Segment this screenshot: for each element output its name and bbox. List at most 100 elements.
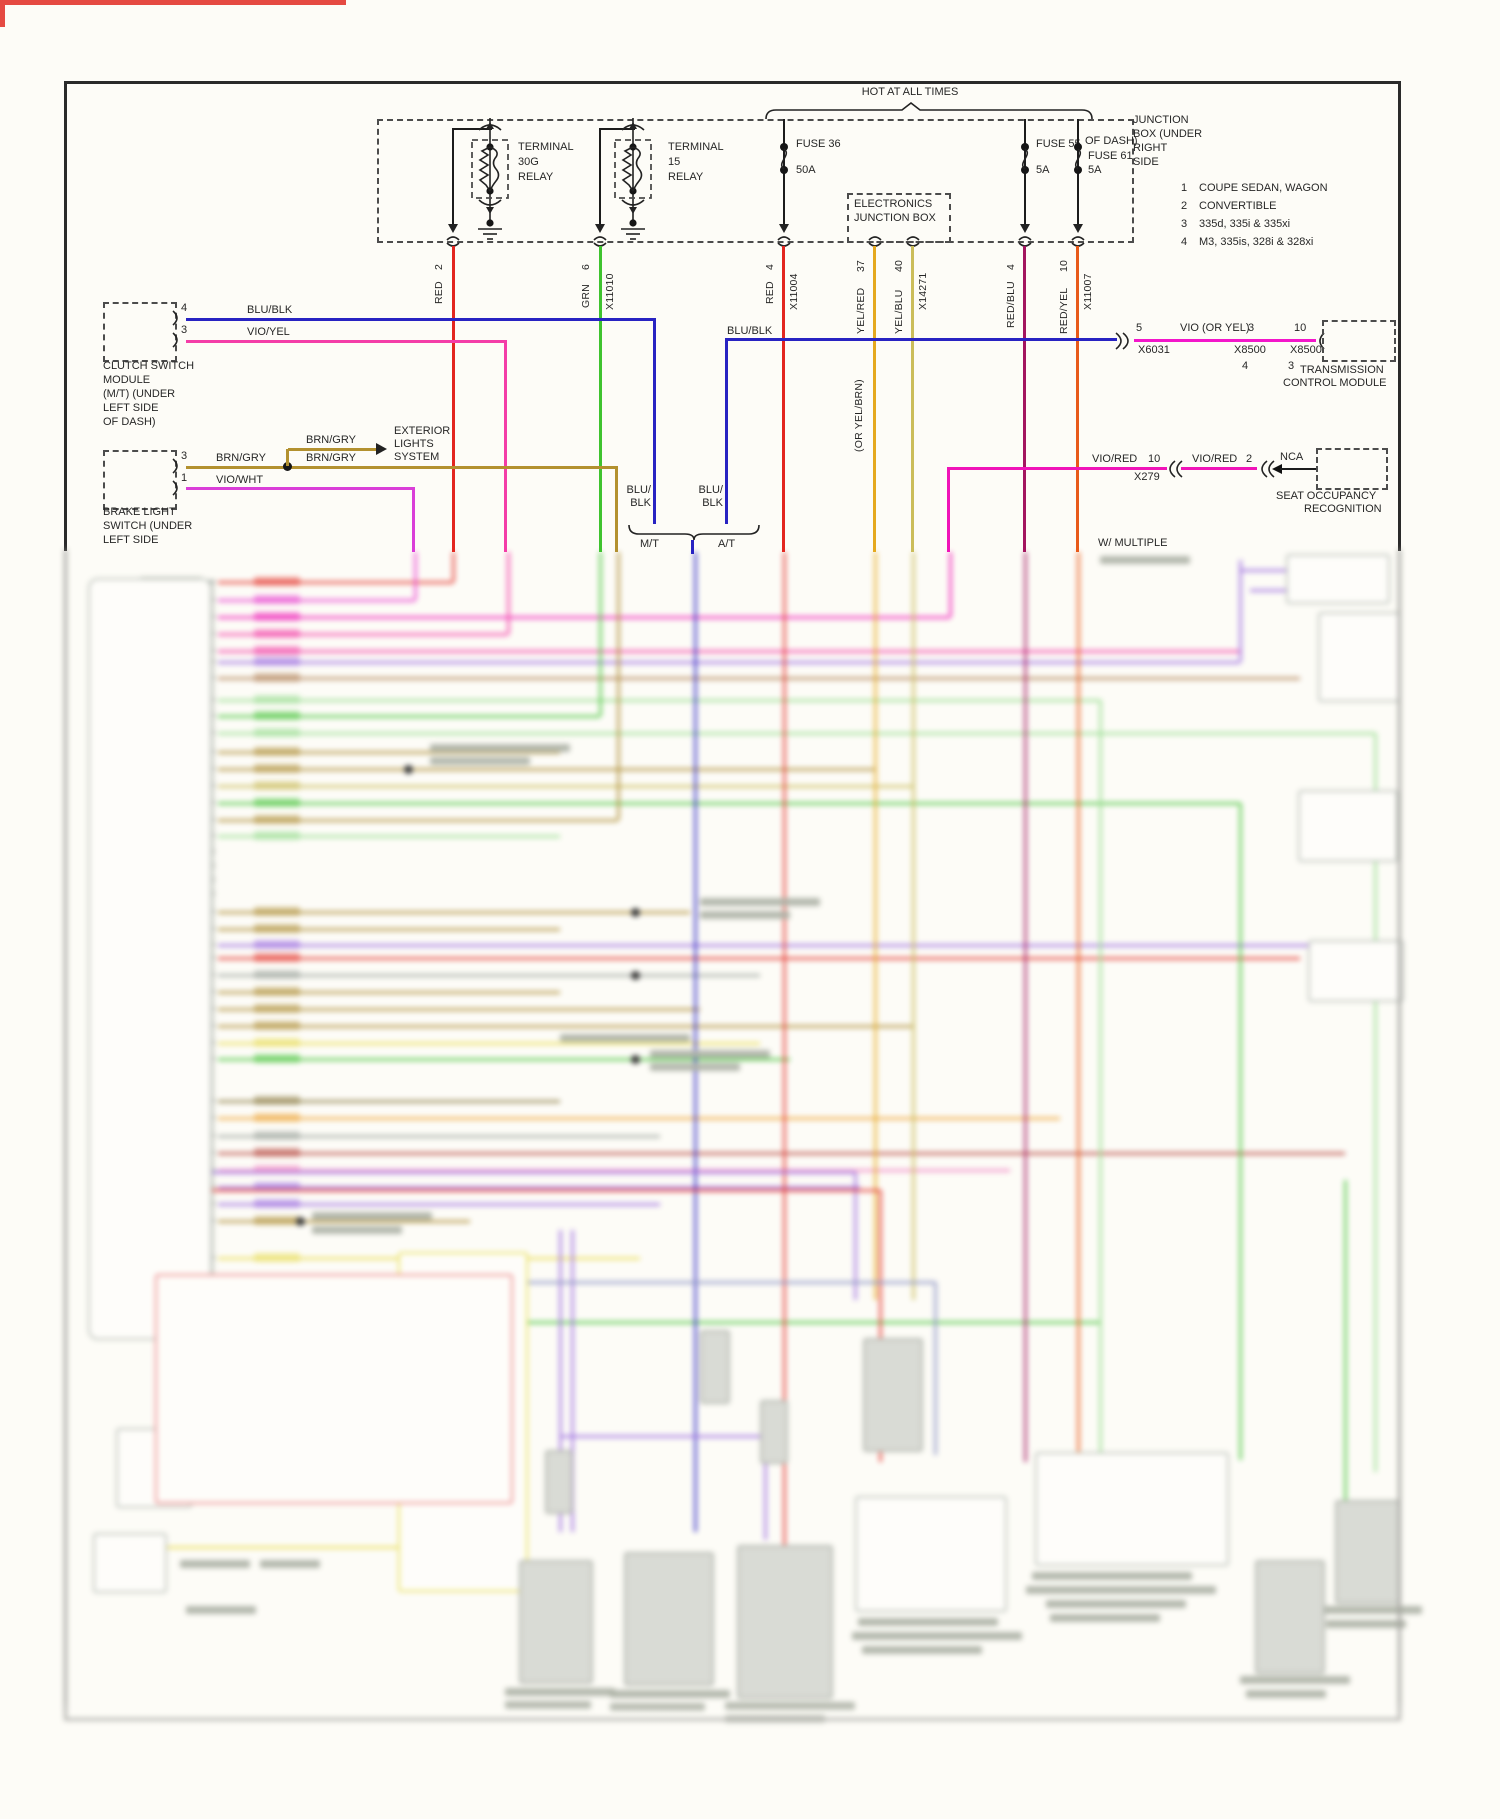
- blur-wire: [218, 1008, 700, 1011]
- wire-label: VIO/WHT: [216, 474, 264, 486]
- wire-fuse36: [783, 119, 785, 229]
- blur-connector-stack: [760, 1400, 788, 1464]
- blur-wire: [218, 1152, 1345, 1155]
- blur-wire: [1239, 803, 1242, 1460]
- blur-component-box: [1318, 612, 1400, 702]
- wire-blublk-merged: [691, 540, 694, 554]
- blur-wire: [218, 991, 560, 994]
- blur-wire-code: [254, 940, 300, 949]
- blur-wire: [912, 552, 915, 1300]
- blur-connector-stack: [519, 1560, 593, 1684]
- connector-double-arc-icon: [1261, 460, 1275, 478]
- legend-item-text: M3, 335is, 328i & 328xi: [1199, 236, 1314, 248]
- legend-item-text: 335d, 335i & 335xi: [1199, 218, 1291, 230]
- blur-text-blob: [1032, 1572, 1192, 1580]
- blur-text-blob: [650, 1050, 770, 1058]
- power-rail-label: HOT AT ALL TIMES: [861, 86, 959, 98]
- relay-30g-label: TERMINAL: [518, 141, 574, 153]
- pin-arc-icon: [172, 332, 178, 348]
- tcm-pin: 5: [1136, 322, 1143, 334]
- wire-blublk-to-tcm: [725, 338, 1117, 341]
- exterior-lights-label: LIGHTS: [394, 438, 434, 450]
- blur-text-blob: [312, 1226, 402, 1234]
- wire-label: BRN/GRY: [306, 434, 356, 446]
- clutch-title: CLUTCH SWITCH: [103, 360, 195, 372]
- blur-component-box: [1298, 790, 1398, 862]
- blur-pin-tick: [206, 580, 215, 583]
- blur-text-blob: [1240, 1676, 1350, 1684]
- blur-wire: [218, 1117, 1060, 1120]
- blur-wire-code: [254, 577, 300, 586]
- wire-label: BRN/GRY: [306, 452, 356, 464]
- seat-pin: 2: [1246, 453, 1253, 465]
- blur-wire: [218, 599, 415, 602]
- blur-wire: [1099, 700, 1102, 1472]
- wire-red-feed2: [782, 246, 785, 552]
- connector-double-arc-icon: [1115, 332, 1129, 350]
- arrow-down-icon: [1020, 224, 1030, 233]
- wire-grn-feed: [599, 246, 602, 552]
- wire-label: BLK: [702, 497, 723, 509]
- blur-text-blob: [260, 1560, 320, 1568]
- tcm-conn: X8500: [1290, 344, 1322, 356]
- wire-vioyel-clutch: [186, 340, 507, 343]
- blur-connector-stack: [1335, 1500, 1401, 1604]
- wire-red-feed: [452, 246, 455, 552]
- legend-item-num: 3: [1181, 218, 1188, 230]
- blur-wire: [218, 835, 560, 838]
- blur-wire: [218, 768, 875, 771]
- blur-wire-code: [254, 1182, 300, 1191]
- ejb-label: JUNCTION BOX: [854, 212, 936, 224]
- blur-wire: [559, 1230, 562, 1532]
- blur-wire: [166, 1546, 430, 1549]
- fuse55-dot: [1021, 166, 1029, 174]
- arrow-down-icon: [448, 224, 458, 233]
- blur-wire: [1344, 1180, 1347, 1560]
- pin-arc-icon: [172, 480, 178, 496]
- blur-wire-code: [254, 711, 300, 720]
- wire-nca: [1280, 468, 1318, 470]
- blur-text-blob: [852, 1632, 1022, 1640]
- tcm-outline: [1322, 320, 1396, 362]
- blur-text-blob: [430, 744, 570, 752]
- blur-wire: [218, 677, 1300, 680]
- fuse36-amp: 50A: [796, 164, 816, 176]
- blur-wire: [398, 1281, 935, 1284]
- blur-wire: [218, 661, 1240, 664]
- clutch-switch-module-outline: [103, 302, 177, 362]
- blur-frame-right: [1398, 549, 1401, 1718]
- blur-wire: [218, 732, 1375, 735]
- clutch-title: LEFT SIDE: [103, 402, 159, 414]
- blur-wire: [218, 715, 600, 718]
- blur-component-box: [855, 1496, 1007, 1612]
- blur-wire: [218, 944, 1345, 947]
- frame-top: [64, 81, 1401, 84]
- arrow-left-icon: [1272, 464, 1282, 474]
- brake-light-switch-outline: [103, 450, 177, 510]
- clutch-pin-num: 3: [181, 324, 188, 336]
- blur-wire-code: [254, 595, 300, 604]
- scan-artifact-left: [0, 0, 5, 27]
- frame-left: [64, 81, 67, 551]
- wire-brngry-vertical: [615, 466, 618, 552]
- wire-relay30g-branch: [452, 128, 454, 226]
- blur-wire: [874, 552, 877, 1300]
- blur-wire-code: [254, 646, 300, 655]
- blur-connector-stack: [863, 1338, 923, 1452]
- wire-viored-2: [1181, 467, 1257, 470]
- tcm-pin: 10: [1294, 322, 1307, 334]
- tcm-conn: X6031: [1138, 344, 1170, 356]
- wire-label: VIO/YEL: [247, 326, 290, 338]
- wire-label: VIO/RED: [1192, 453, 1238, 465]
- bottom-fade: [0, 1700, 1500, 1819]
- blur-text-blob: [1046, 1600, 1186, 1608]
- blur-wire: [1077, 552, 1080, 1462]
- ejb-label: ELECTRONICS: [854, 198, 933, 210]
- wire-vio-oryel: [1134, 339, 1316, 342]
- junction-box-caption: BOX (UNDER: [1133, 128, 1203, 140]
- blur-junction-dot: [631, 1055, 640, 1064]
- blur-wire-code: [254, 1096, 300, 1105]
- fuse55-element: [1021, 148, 1029, 170]
- at-label: A/T: [718, 538, 736, 550]
- blur-text-blob: [862, 1646, 982, 1654]
